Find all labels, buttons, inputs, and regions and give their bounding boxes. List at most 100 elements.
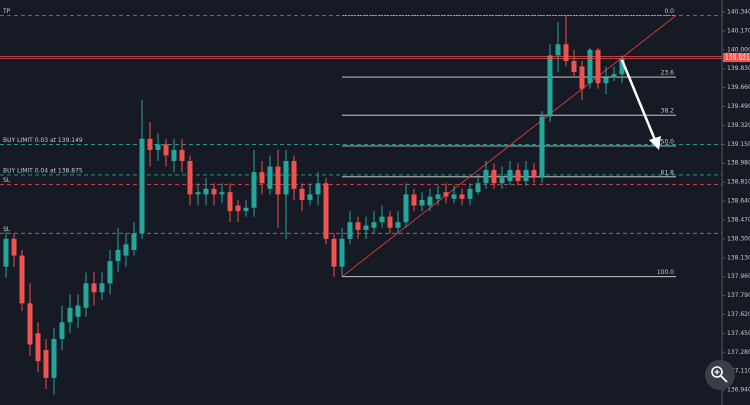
candle-body <box>19 255 25 304</box>
candle-body <box>563 44 569 61</box>
candle-body <box>499 177 505 184</box>
level-label: SL <box>3 226 11 233</box>
y-tick-label: 140.170 <box>727 27 750 34</box>
candle-body <box>195 192 201 195</box>
candle-body <box>523 169 529 182</box>
candle-body <box>115 249 121 262</box>
candle-body <box>27 303 33 345</box>
candle-body <box>435 194 441 199</box>
candle-body <box>579 66 585 89</box>
candle-body <box>515 169 521 182</box>
candle-body <box>475 183 481 193</box>
candle-body <box>555 44 561 56</box>
candle-body <box>507 169 513 182</box>
candle-body <box>491 169 497 184</box>
candle-body <box>67 307 73 323</box>
candle-body <box>219 192 225 195</box>
candle-body <box>363 225 369 230</box>
candle-body <box>179 149 185 162</box>
candle-body <box>251 172 257 208</box>
y-tick-label: 136.940 <box>727 387 750 394</box>
zoom-lens <box>711 366 723 378</box>
zoom-handle <box>720 375 728 383</box>
fib-label: 23.6 <box>661 70 675 77</box>
candle-body <box>371 222 377 228</box>
y-tick-label: 140.000 <box>727 46 750 53</box>
candle-body <box>283 161 289 195</box>
candle-body <box>187 161 193 195</box>
candle-body <box>467 188 473 199</box>
y-tick-label: 137.960 <box>727 273 750 280</box>
candle-body <box>603 77 609 84</box>
candle-body <box>451 194 457 199</box>
candle-body <box>379 216 385 223</box>
y-tick-label: 137.620 <box>727 311 750 318</box>
y-tick-label: 139.320 <box>727 122 750 129</box>
fib-label: 38.2 <box>661 108 675 115</box>
candle-body <box>123 244 129 256</box>
y-tick-label: 138.300 <box>727 235 750 242</box>
candle-body <box>163 144 169 156</box>
candle-body <box>307 194 313 200</box>
candle-body <box>267 166 273 189</box>
level-label: TP <box>2 8 11 15</box>
fib-label: 100.0 <box>657 269 674 276</box>
candle-body <box>59 322 65 339</box>
y-tick-label: 139.830 <box>727 65 750 72</box>
candle-body <box>227 192 233 212</box>
price-tag <box>723 55 750 63</box>
candle-body <box>547 55 553 117</box>
candle-body <box>571 60 577 73</box>
y-tick-label: 138.470 <box>727 216 750 223</box>
candle-body <box>443 192 449 197</box>
candle-body <box>107 261 113 284</box>
candle-body <box>203 188 209 195</box>
candle-body <box>411 194 417 206</box>
candle-body <box>403 194 409 223</box>
fib-label: 61.8 <box>661 169 675 176</box>
candle-body <box>611 74 617 78</box>
candle-body <box>75 305 81 317</box>
fib-label: 50.0 <box>661 139 675 146</box>
candle-body <box>339 238 345 267</box>
candle-body <box>347 222 353 239</box>
y-tick-label: 137.450 <box>727 330 750 337</box>
y-tick-label: 140.340 <box>727 9 750 16</box>
candle-body <box>355 222 361 230</box>
candle-body <box>331 238 337 267</box>
y-tick-label: 139.150 <box>727 141 750 148</box>
candle-body <box>235 205 241 212</box>
candle-body <box>299 188 305 200</box>
level-label: BUY LIMIT 0.04 at 138.875 <box>3 167 83 174</box>
candle-body <box>91 283 97 293</box>
candle-body <box>587 49 593 84</box>
level-label: SL <box>3 177 11 184</box>
candle-body <box>259 172 265 184</box>
candle-body <box>243 207 249 212</box>
y-tick-label: 137.110 <box>727 368 750 375</box>
candle-body <box>171 149 177 162</box>
candle-body <box>459 194 465 199</box>
candle-body <box>619 58 625 75</box>
candle-body <box>147 138 153 150</box>
y-tick-label: 138.810 <box>727 179 750 186</box>
candle-body <box>419 199 425 206</box>
candle-body <box>531 169 537 178</box>
candle-body <box>139 138 145 234</box>
arrow-head <box>649 136 661 150</box>
candle-body <box>539 116 545 178</box>
candle-body <box>427 196 433 206</box>
y-tick-label: 139.660 <box>727 84 750 91</box>
y-tick-label: 138.640 <box>727 198 750 205</box>
candle-body <box>155 144 161 150</box>
zoom-button[interactable] <box>705 360 735 390</box>
candle-body <box>83 283 89 308</box>
candle-body <box>395 222 401 228</box>
candle-body <box>291 161 297 189</box>
price-tag-label: 139.921 <box>725 55 750 62</box>
y-tick-label: 138.980 <box>727 160 750 167</box>
y-tick-label: 139.490 <box>727 103 750 110</box>
candle-body <box>43 350 49 378</box>
